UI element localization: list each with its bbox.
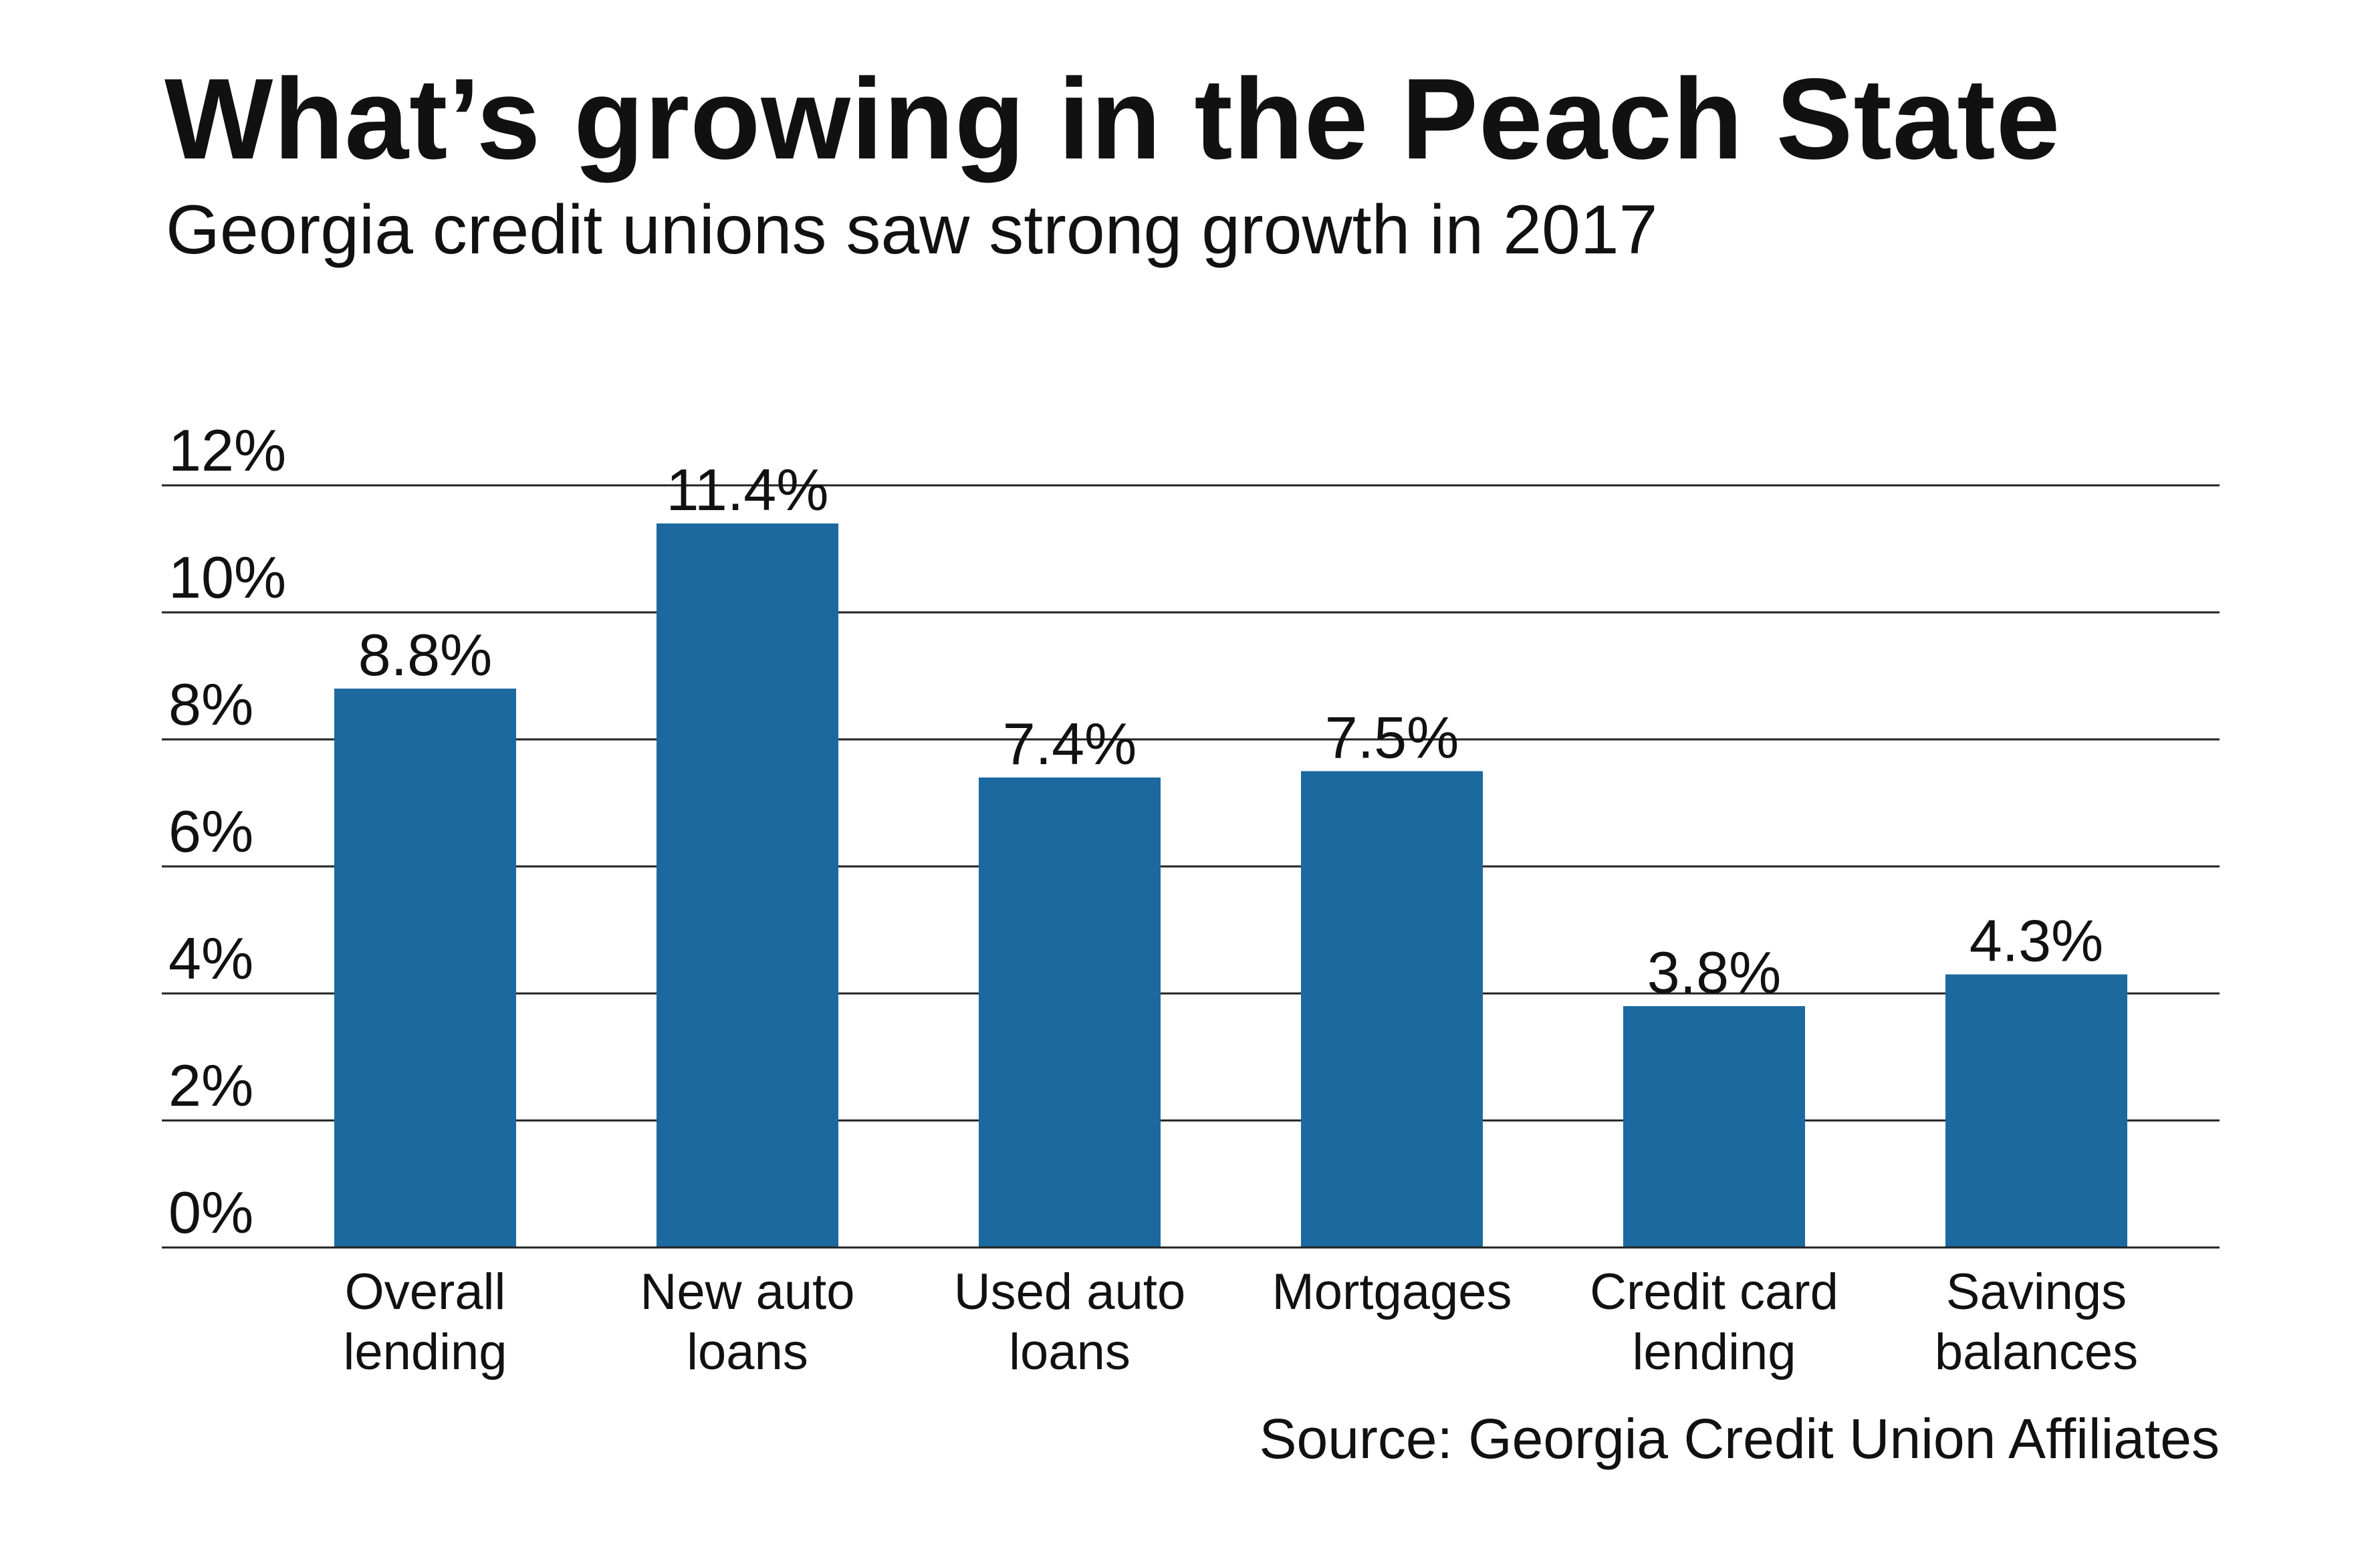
bar bbox=[1945, 974, 2127, 1247]
x-tick-label: balances bbox=[1935, 1324, 2138, 1381]
y-tick-label: 12% bbox=[168, 417, 286, 483]
y-tick-label: 2% bbox=[168, 1052, 253, 1118]
data-label: 11.4% bbox=[667, 457, 829, 523]
chart-title: What’s growing in the Peach State bbox=[164, 55, 2061, 183]
x-tick-label: Used auto bbox=[954, 1264, 1185, 1320]
bar bbox=[1301, 771, 1483, 1247]
x-tick-label: loans bbox=[1009, 1324, 1130, 1381]
chart-subtitle: Georgia credit unions saw strong growth … bbox=[166, 191, 1658, 269]
y-tick-label: 8% bbox=[168, 671, 253, 737]
bar bbox=[979, 778, 1161, 1247]
data-label: 7.5% bbox=[1325, 705, 1459, 771]
bar bbox=[657, 523, 838, 1247]
x-tick-label: Overall bbox=[345, 1264, 506, 1320]
y-tick-label: 0% bbox=[168, 1179, 253, 1245]
bar bbox=[334, 689, 516, 1247]
x-tick-label: Mortgages bbox=[1272, 1264, 1512, 1320]
x-tick-label: New auto bbox=[640, 1264, 854, 1320]
data-label: 4.3% bbox=[1970, 908, 2104, 974]
source-note: Source: Georgia Credit Union Affiliates bbox=[1259, 1407, 2220, 1470]
x-tick-label: lending bbox=[1632, 1324, 1796, 1381]
data-label: 3.8% bbox=[1647, 939, 1782, 1005]
x-tick-label: Credit card bbox=[1590, 1264, 1838, 1320]
bar bbox=[1623, 1006, 1805, 1247]
data-label: 8.8% bbox=[358, 622, 493, 688]
x-tick-label: Savings bbox=[1946, 1264, 2127, 1320]
x-tick-label: lending bbox=[343, 1324, 507, 1381]
y-tick-label: 4% bbox=[168, 925, 253, 991]
x-tick-label: loans bbox=[687, 1324, 808, 1381]
y-tick-label: 6% bbox=[168, 798, 253, 864]
y-tick-label: 10% bbox=[168, 544, 286, 610]
data-label: 7.4% bbox=[1003, 711, 1137, 777]
